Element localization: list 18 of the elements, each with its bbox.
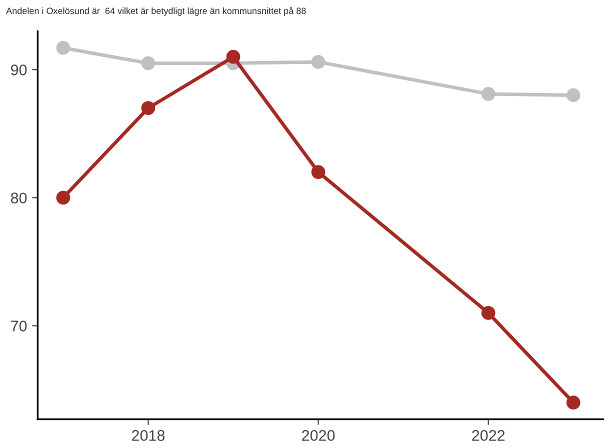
y-tick-label: 90 <box>11 64 27 76</box>
point <box>226 50 240 64</box>
y-tick-label: 80 <box>10 192 27 204</box>
point <box>311 55 326 69</box>
point <box>141 101 156 115</box>
point <box>566 396 580 410</box>
point <box>141 56 156 70</box>
y-tick-label: 70 <box>11 320 27 332</box>
point <box>481 306 496 320</box>
x-tick-label: 2020 <box>302 430 335 441</box>
point <box>56 190 70 205</box>
point <box>566 88 580 102</box>
x-tick-label: 2022 <box>472 430 505 441</box>
point <box>56 40 70 55</box>
x-tick-label: 2018 <box>132 430 165 441</box>
point <box>311 165 326 180</box>
chart-title: Andelen i Oxelösund är 64 vilket är betydligt lägre än kommunsnittet på 88 <box>6 6 306 16</box>
point <box>481 87 496 101</box>
